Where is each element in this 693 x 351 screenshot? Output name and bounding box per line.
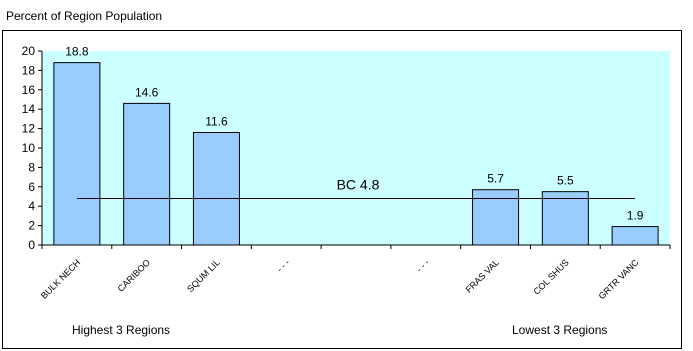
- data-label-7: 5.5: [557, 174, 574, 188]
- y-tick-label-5: 10: [22, 141, 36, 155]
- y-tick-label-6: 12: [22, 122, 36, 136]
- y-tick-label-4: 8: [28, 160, 35, 174]
- y-tick-label-3: 6: [28, 180, 35, 194]
- category-label-1: CARIBOO: [116, 257, 152, 293]
- category-label-6: FRAS VAL: [464, 257, 501, 294]
- data-label-2: 11.6: [205, 114, 228, 128]
- category-label-5: - - -: [414, 257, 431, 274]
- y-tick-label-0: 0: [28, 238, 35, 252]
- reference-line-label: BC 4.8: [337, 176, 380, 192]
- y-tick-label-7: 14: [22, 102, 36, 116]
- bar-8: [611, 226, 659, 246]
- bar-0: [53, 62, 101, 246]
- category-label-0: BULK NECH: [39, 257, 82, 300]
- y-axis-label: Percent of Region Population: [6, 9, 163, 23]
- data-label-1: 14.6: [135, 85, 159, 99]
- y-tick-label-2: 4: [28, 199, 35, 213]
- data-label-0: 18.8: [65, 45, 89, 59]
- group-label-lowest: Lowest 3 Regions: [512, 323, 608, 337]
- category-label-7: COL SHUS: [531, 257, 570, 296]
- y-tick-label-9: 18: [22, 63, 36, 77]
- data-label-8: 1.9: [627, 209, 644, 223]
- data-label-6: 5.7: [487, 172, 504, 186]
- bar-7: [541, 191, 589, 246]
- y-tick-label-10: 20: [22, 44, 36, 58]
- bar-1: [123, 102, 171, 246]
- y-tick-label-8: 16: [22, 83, 36, 97]
- category-label-8: GRTR VANC: [597, 257, 641, 301]
- chart-frame: [2, 30, 682, 349]
- y-tick-label-1: 2: [28, 219, 35, 233]
- category-label-2: SQUM LIL: [185, 257, 222, 294]
- group-label-highest: Highest 3 Regions: [72, 323, 171, 337]
- category-label-3: - - -: [275, 257, 292, 274]
- bar-2: [192, 131, 240, 246]
